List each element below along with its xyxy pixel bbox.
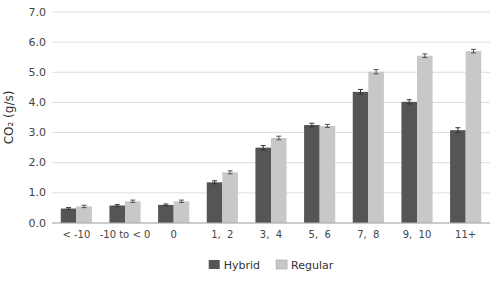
legend-label: Regular	[291, 259, 334, 272]
grid-line	[52, 12, 490, 13]
x-tick-label: 7, 8	[357, 229, 379, 240]
y-axis-label: CO₂ (g/s)	[2, 91, 16, 145]
bar	[207, 182, 223, 223]
bar	[61, 209, 77, 223]
y-tick-label: 5.0	[29, 66, 47, 79]
error-bar	[261, 146, 266, 150]
bar	[158, 205, 174, 223]
y-tick-label: 0.0	[29, 217, 47, 230]
bar	[125, 201, 141, 223]
bar	[174, 201, 190, 223]
bar	[271, 138, 287, 223]
bar	[109, 206, 125, 223]
x-tick-label: 11+	[455, 229, 476, 240]
bar	[255, 148, 271, 223]
bar	[320, 126, 336, 223]
bar	[368, 72, 384, 223]
error-bar	[163, 204, 168, 206]
legend-swatch	[276, 260, 287, 269]
bar	[222, 172, 238, 223]
error-bar	[471, 49, 476, 53]
error-bar	[309, 123, 314, 127]
y-tick-label: 3.0	[29, 126, 47, 139]
error-bar	[212, 181, 217, 184]
x-tick-label: 1, 2	[211, 229, 233, 240]
y-tick-label: 2.0	[29, 156, 47, 169]
error-bar	[115, 205, 120, 207]
x-tick-label: 0	[170, 229, 176, 240]
y-tick-label: 4.0	[29, 96, 47, 109]
x-tick-label: 5, 6	[309, 229, 331, 240]
bars	[61, 49, 481, 223]
y-tick-label: 1.0	[29, 186, 47, 199]
bar	[466, 51, 482, 223]
bar	[304, 125, 320, 223]
x-axis-line	[52, 223, 490, 224]
error-bar	[325, 124, 330, 127]
error-bar	[407, 100, 412, 104]
legend-label: Hybrid	[224, 259, 260, 272]
bar	[76, 206, 92, 223]
y-tick-label: 6.0	[29, 36, 47, 49]
legend: Hybrid Regular	[209, 259, 334, 272]
x-tick-label: < -10	[62, 229, 90, 240]
x-tick-label: -10 to < 0	[100, 229, 151, 240]
bar	[401, 102, 417, 223]
grid-line	[52, 42, 490, 43]
x-tick-label: 3, 4	[260, 229, 282, 240]
bar	[417, 56, 433, 223]
x-tick-label: 9, 10	[403, 229, 432, 240]
error-bar	[82, 205, 87, 207]
error-bar	[422, 54, 427, 58]
error-bar	[374, 70, 379, 74]
error-bar	[66, 208, 71, 210]
legend-swatch	[209, 260, 220, 269]
error-bar	[228, 171, 233, 174]
bar	[450, 130, 466, 223]
chart: 0.0 1.0 2.0 3.0 4.0 5.0 6.0 7.0 CO₂ (g/s) < -10 -1…	[0, 0, 500, 285]
grid-line	[52, 223, 490, 224]
y-tick-label: 7.0	[29, 6, 47, 19]
error-bar	[358, 89, 363, 94]
error-bar	[130, 200, 135, 202]
error-bar	[276, 136, 281, 140]
bar	[353, 92, 369, 223]
error-bar	[455, 128, 460, 133]
error-bar	[179, 200, 184, 202]
